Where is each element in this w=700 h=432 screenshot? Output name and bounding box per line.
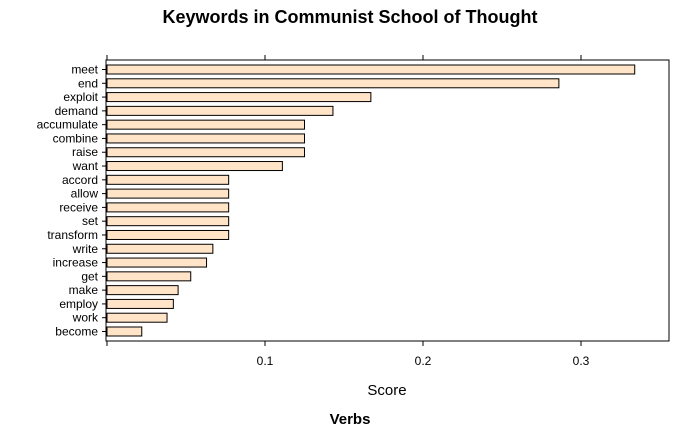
category-label-exploit: exploit bbox=[63, 90, 98, 104]
category-label-combine: combine bbox=[53, 131, 99, 145]
bar-increase bbox=[106, 257, 208, 268]
category-label-get: get bbox=[81, 269, 98, 283]
category-label-end: end bbox=[78, 76, 98, 90]
category-label-meet: meet bbox=[71, 63, 98, 77]
chart-subtitle: Verbs bbox=[330, 411, 371, 428]
bar-get bbox=[106, 271, 192, 282]
category-labels: meetendexploitdemandaccumulatecombinerai… bbox=[37, 63, 99, 339]
bars-layer bbox=[106, 64, 636, 337]
x-axis-label: Score bbox=[367, 382, 406, 399]
bar-employ bbox=[106, 298, 174, 309]
bar-allow bbox=[106, 188, 230, 199]
category-label-raise: raise bbox=[72, 145, 98, 159]
chart-title: Keywords in Communist School of Thought bbox=[163, 7, 538, 27]
bar-demand bbox=[106, 105, 334, 116]
bar-transform bbox=[106, 229, 230, 240]
category-label-receive: receive bbox=[59, 200, 98, 214]
category-label-work: work bbox=[72, 311, 99, 325]
category-label-set: set bbox=[82, 214, 99, 228]
category-label-employ: employ bbox=[59, 297, 98, 311]
bar-raise bbox=[106, 147, 305, 158]
bar-set bbox=[106, 216, 230, 227]
bar-exploit bbox=[106, 92, 372, 103]
category-label-accord: accord bbox=[62, 173, 98, 187]
category-label-increase: increase bbox=[53, 256, 99, 270]
bar-meet bbox=[106, 64, 636, 75]
x-tick-label-0.1: 0.1 bbox=[257, 354, 274, 368]
bar-work bbox=[106, 312, 168, 323]
category-label-become: become bbox=[55, 325, 98, 339]
bar-accumulate bbox=[106, 119, 305, 130]
category-label-want: want bbox=[72, 159, 99, 173]
bar-accord bbox=[106, 174, 230, 185]
x-tick-label-0.2: 0.2 bbox=[415, 354, 432, 368]
x-tick-label-0.3: 0.3 bbox=[573, 354, 590, 368]
category-label-demand: demand bbox=[55, 104, 98, 118]
bar-write bbox=[106, 243, 214, 254]
axis-ticks: 0.1 0.2 0.3 bbox=[102, 55, 590, 368]
bar-make bbox=[106, 285, 179, 296]
category-label-allow: allow bbox=[71, 187, 99, 201]
bar-receive bbox=[106, 202, 230, 213]
category-label-make: make bbox=[69, 283, 99, 297]
plot-frame bbox=[105, 59, 670, 342]
category-label-accumulate: accumulate bbox=[37, 118, 99, 132]
category-label-write: write bbox=[72, 242, 99, 256]
category-label-transform: transform bbox=[47, 228, 98, 242]
bar-become bbox=[106, 326, 143, 337]
bar-combine bbox=[106, 133, 305, 144]
bar-end bbox=[106, 78, 560, 89]
bar-want bbox=[106, 161, 283, 172]
